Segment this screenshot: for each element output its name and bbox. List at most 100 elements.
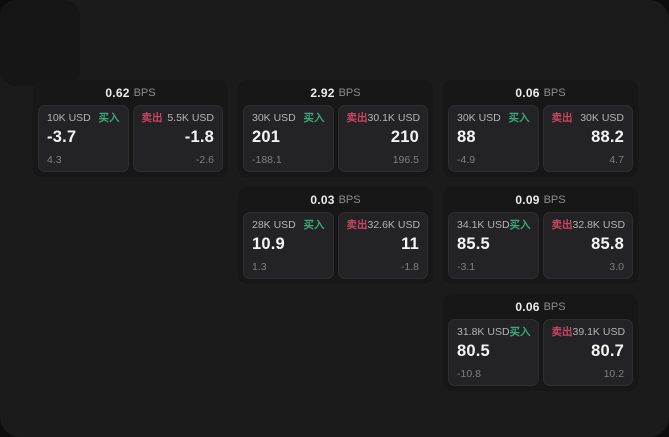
sell-panel[interactable]: 卖出 32.8K USD 85.8 3.0 (542, 212, 633, 279)
bps-card: 0.06 BPS 31.8K USD 买入 80.5 -10.8 卖出 39.1… (443, 294, 638, 391)
sell-panel[interactable]: 卖出 30.1K USD 210 196.5 (337, 105, 428, 172)
buy-sub-value: -4.9 (457, 154, 476, 166)
buy-amount: 10K USD (47, 112, 91, 124)
sell-panel-top: 卖出 30K USD (552, 112, 625, 125)
buy-panel-top: 31.8K USD 买入 (457, 326, 531, 339)
buy-sub-value: -10.8 (457, 368, 481, 380)
buy-side-label: 买入 (303, 112, 325, 124)
buy-price: 88 (457, 128, 476, 146)
sell-side-label: 卖出 (141, 112, 163, 124)
bps-unit-label: BPS (543, 300, 566, 313)
sell-price: 11 (401, 235, 419, 253)
sell-amount: 5.5K USD (167, 112, 214, 124)
card-header: 0.06 BPS (448, 294, 633, 319)
sell-sub-value: -1.8 (400, 261, 419, 273)
buy-panel[interactable]: 30K USD 买入 201 -188.1 (243, 105, 334, 172)
sell-panel[interactable]: 卖出 39.1K USD 80.7 10.2 (542, 319, 633, 386)
sell-amount: 32.6K USD (367, 219, 421, 231)
buy-side-label: 买入 (303, 219, 325, 231)
sell-side-label: 卖出 (346, 112, 368, 124)
bps-value: 0.06 (515, 299, 540, 314)
sell-sub-value: 4.7 (609, 154, 624, 166)
sell-panel-top: 卖出 39.1K USD (551, 326, 626, 339)
card-header: 0.06 BPS (448, 80, 633, 105)
sell-side-label: 卖出 (551, 326, 573, 338)
buy-sub-value: -188.1 (252, 154, 282, 166)
quote-panels: 30K USD 买入 88 -4.9 卖出 30K USD 88.2 4.7 (448, 105, 633, 172)
sell-panel[interactable]: 卖出 5.5K USD -1.8 -2.6 (132, 105, 223, 172)
buy-side-label: 买入 (509, 219, 531, 231)
bps-card: 0.62 BPS 10K USD 买入 -3.7 4.3 卖出 5.5K USD… (33, 80, 228, 177)
sell-sub-value: 10.2 (603, 368, 624, 380)
buy-panel[interactable]: 30K USD 买入 88 -4.9 (448, 105, 539, 172)
sell-sub-value: 3.0 (609, 261, 624, 273)
sell-side-label: 卖出 (346, 219, 368, 231)
buy-panel[interactable]: 28K USD 买入 10.9 1.3 (243, 212, 334, 279)
bps-value: 0.62 (105, 85, 130, 100)
buy-side-label: 买入 (508, 112, 530, 124)
buy-panel-top: 30K USD 买入 (252, 112, 325, 125)
buy-sub-value: -3.1 (457, 261, 476, 273)
sell-panel[interactable]: 卖出 32.6K USD 11 -1.8 (337, 212, 428, 279)
buy-panel-top: 30K USD 买入 (457, 112, 530, 125)
sell-amount: 39.1K USD (572, 326, 626, 338)
corner-overlay (0, 0, 80, 86)
buy-panel[interactable]: 34.1K USD 买入 85.5 -3.1 (448, 212, 539, 279)
bps-card: 2.92 BPS 30K USD 买入 201 -188.1 卖出 30.1K … (238, 80, 433, 177)
buy-price: 85.5 (457, 235, 490, 253)
sell-panel-top: 卖出 32.8K USD (551, 219, 626, 232)
sell-price: 80.7 (591, 342, 624, 360)
buy-side-label: 买入 (98, 112, 120, 124)
buy-panel[interactable]: 10K USD 买入 -3.7 4.3 (38, 105, 129, 172)
sell-amount: 32.8K USD (572, 219, 626, 231)
bps-unit-label: BPS (338, 86, 361, 99)
buy-amount: 34.1K USD (457, 219, 510, 231)
card-header: 0.03 BPS (243, 187, 428, 212)
quote-panels: 34.1K USD 买入 85.5 -3.1 卖出 32.8K USD 85.8… (448, 212, 633, 279)
sell-panel[interactable]: 卖出 30K USD 88.2 4.7 (542, 105, 633, 172)
sell-sub-value: 196.5 (392, 154, 419, 166)
buy-panel-top: 28K USD 买入 (252, 219, 325, 232)
bps-unit-label: BPS (543, 86, 566, 99)
buy-panel-top: 10K USD 买入 (47, 112, 120, 125)
buy-sub-value: 1.3 (252, 261, 267, 273)
bps-unit-label: BPS (338, 193, 361, 206)
buy-price: -3.7 (47, 128, 77, 146)
quote-panels: 10K USD 买入 -3.7 4.3 卖出 5.5K USD -1.8 -2.… (38, 105, 223, 172)
sell-sub-value: -2.6 (195, 154, 214, 166)
buy-price: 80.5 (457, 342, 490, 360)
sell-amount: 30.1K USD (367, 112, 421, 124)
buy-panel[interactable]: 31.8K USD 买入 80.5 -10.8 (448, 319, 539, 386)
bps-unit-label: BPS (543, 193, 566, 206)
sell-panel-top: 卖出 32.6K USD (346, 219, 421, 232)
sell-side-label: 卖出 (551, 112, 573, 124)
sell-price: 85.8 (591, 235, 624, 253)
bps-card: 0.09 BPS 34.1K USD 买入 85.5 -3.1 卖出 32.8K… (443, 187, 638, 284)
quote-panels: 28K USD 买入 10.9 1.3 卖出 32.6K USD 11 -1.8 (243, 212, 428, 279)
quote-panels: 31.8K USD 买入 80.5 -10.8 卖出 39.1K USD 80.… (448, 319, 633, 386)
bps-value: 0.06 (515, 85, 540, 100)
sell-side-label: 卖出 (551, 219, 573, 231)
buy-price: 10.9 (252, 235, 285, 253)
buy-amount: 30K USD (457, 112, 501, 124)
card-header: 0.62 BPS (38, 80, 223, 105)
buy-amount: 30K USD (252, 112, 296, 124)
buy-amount: 31.8K USD (457, 326, 510, 338)
bps-value: 0.09 (515, 192, 540, 207)
card-header: 2.92 BPS (243, 80, 428, 105)
sell-amount: 30K USD (580, 112, 624, 124)
sell-panel-top: 卖出 30.1K USD (346, 112, 421, 125)
bps-unit-label: BPS (133, 86, 156, 99)
bps-value: 0.03 (310, 192, 335, 207)
bps-card: 0.03 BPS 28K USD 买入 10.9 1.3 卖出 32.6K US… (238, 187, 433, 284)
sell-price: -1.8 (184, 128, 214, 146)
buy-price: 201 (252, 128, 281, 146)
sell-price: 88.2 (591, 128, 624, 146)
bps-card: 0.06 BPS 30K USD 买入 88 -4.9 卖出 30K USD 8… (443, 80, 638, 177)
quote-panels: 30K USD 买入 201 -188.1 卖出 30.1K USD 210 1… (243, 105, 428, 172)
sell-price: 210 (390, 128, 419, 146)
sell-panel-top: 卖出 5.5K USD (142, 112, 215, 125)
buy-amount: 28K USD (252, 219, 296, 231)
bps-value: 2.92 (310, 85, 335, 100)
